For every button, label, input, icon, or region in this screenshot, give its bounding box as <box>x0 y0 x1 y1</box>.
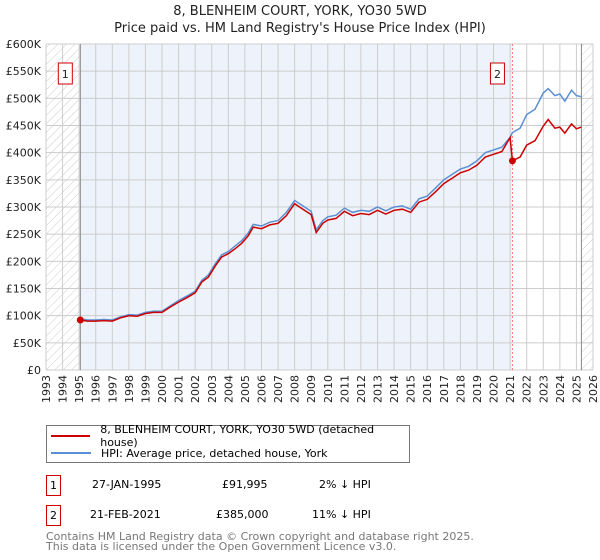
y-tick-label: £600K <box>6 38 42 51</box>
legend-label: HPI: Average price, detached house, York <box>101 446 328 460</box>
x-tick-label: 2016 <box>421 375 434 403</box>
x-tick-label: 2023 <box>537 375 550 403</box>
transaction-price: £91,995 <box>222 478 268 491</box>
legend: 8, BLENHEIM COURT, YORK, YO30 5WD (detac… <box>46 423 410 463</box>
x-tick-label: 2015 <box>405 375 418 403</box>
x-tick-label: 1993 <box>40 375 53 403</box>
transaction-row: 1 27-JAN-1995 £91,995 2% ↓ HPI <box>46 475 446 497</box>
x-tick-label: 2005 <box>239 375 252 403</box>
x-tick-label: 2004 <box>222 375 235 403</box>
x-tick-label: 2019 <box>471 375 484 403</box>
sale-point <box>508 157 516 165</box>
y-tick-label: £500K <box>6 92 42 105</box>
transaction-hpi: 11% ↓ HPI <box>312 508 371 521</box>
legend-item-hpi: HPI: Average price, detached house, York <box>51 445 328 461</box>
y-tick-label: £0 <box>27 364 41 377</box>
x-tick-label: 2011 <box>338 375 351 403</box>
x-tick-label: 1998 <box>123 375 136 403</box>
transaction-marker: 2 <box>46 505 61 526</box>
footer-copyright: Contains HM Land Registry data © Crown c… <box>46 530 474 543</box>
x-tick-label: 1999 <box>139 375 152 403</box>
y-tick-label: £350K <box>6 174 42 187</box>
x-tick-label: 2021 <box>504 375 517 403</box>
y-tick-label: £450K <box>6 120 42 133</box>
hpi-line <box>80 87 582 321</box>
transaction-hpi: 2% ↓ HPI <box>319 478 371 491</box>
x-tick-label: 2000 <box>156 375 169 403</box>
transaction-marker: 1 <box>46 475 61 496</box>
x-tick-label: 2009 <box>305 375 318 403</box>
x-tick-label: 2017 <box>438 375 451 403</box>
y-tick-label: £550K <box>6 65 42 78</box>
property-price-line <box>80 118 582 322</box>
y-tick-label: £100K <box>6 310 42 323</box>
x-tick-label: 2003 <box>206 375 219 403</box>
x-tick-label: 2001 <box>173 375 186 403</box>
x-tick-label: 2008 <box>289 375 302 403</box>
x-tick-label: 1997 <box>106 375 119 403</box>
y-tick-label: £50K <box>13 337 42 350</box>
x-tick-label: 2026 <box>587 375 600 403</box>
x-tick-label: 2018 <box>454 375 467 403</box>
y-tick-label: £300K <box>6 201 42 214</box>
legend-label: 8, BLENHEIM COURT, YORK, YO30 5WD (detac… <box>100 423 375 449</box>
sale-marker-box <box>57 62 73 85</box>
x-tick-label: 2002 <box>189 375 202 403</box>
y-tick-label: £400K <box>6 147 42 160</box>
transaction-date: 27-JAN-1995 <box>92 478 162 491</box>
x-tick-label: 2025 <box>570 375 583 403</box>
x-tick-label: 2020 <box>488 375 501 403</box>
x-tick-label: 2007 <box>272 375 285 403</box>
x-tick-label: 1994 <box>57 375 70 403</box>
transaction-date: 21-FEB-2021 <box>90 508 161 521</box>
sale-marker-label: 1 <box>62 68 69 81</box>
x-tick-label: 2014 <box>388 375 401 403</box>
x-tick-label: 1996 <box>90 375 103 403</box>
x-tick-label: 2012 <box>355 375 368 403</box>
y-tick-label: £150K <box>6 283 42 296</box>
transaction-price: £385,000 <box>216 508 269 521</box>
transaction-row: 2 21-FEB-2021 £385,000 11% ↓ HPI <box>46 505 446 527</box>
footer-licence: This data is licensed under the Open Gov… <box>46 540 397 553</box>
sale-marker-box <box>489 62 505 85</box>
y-tick-label: £250K <box>6 228 42 241</box>
sale-point <box>76 316 84 324</box>
legend-swatch-red <box>51 435 91 437</box>
y-tick-label: £200K <box>6 255 42 268</box>
chart-subtitle: Price paid vs. HM Land Registry's House … <box>114 21 486 36</box>
x-tick-label: 2010 <box>322 375 335 403</box>
x-tick-label: 2022 <box>521 375 534 403</box>
x-tick-label: 2024 <box>554 375 567 403</box>
legend-swatch-blue <box>51 452 91 454</box>
x-tick-label: 2006 <box>255 375 268 403</box>
sale-marker-label: 2 <box>494 68 501 81</box>
x-tick-label: 2013 <box>372 375 385 403</box>
legend-item-property: 8, BLENHEIM COURT, YORK, YO30 5WD (detac… <box>51 423 409 449</box>
chart-title: 8, BLENHEIM COURT, YORK, YO30 5WD <box>173 4 427 19</box>
x-tick-label: 1995 <box>73 375 86 403</box>
price-chart: 1993 1994 1995 1996 1997 1998 1999 2000 2001 2002… <box>6 38 600 403</box>
